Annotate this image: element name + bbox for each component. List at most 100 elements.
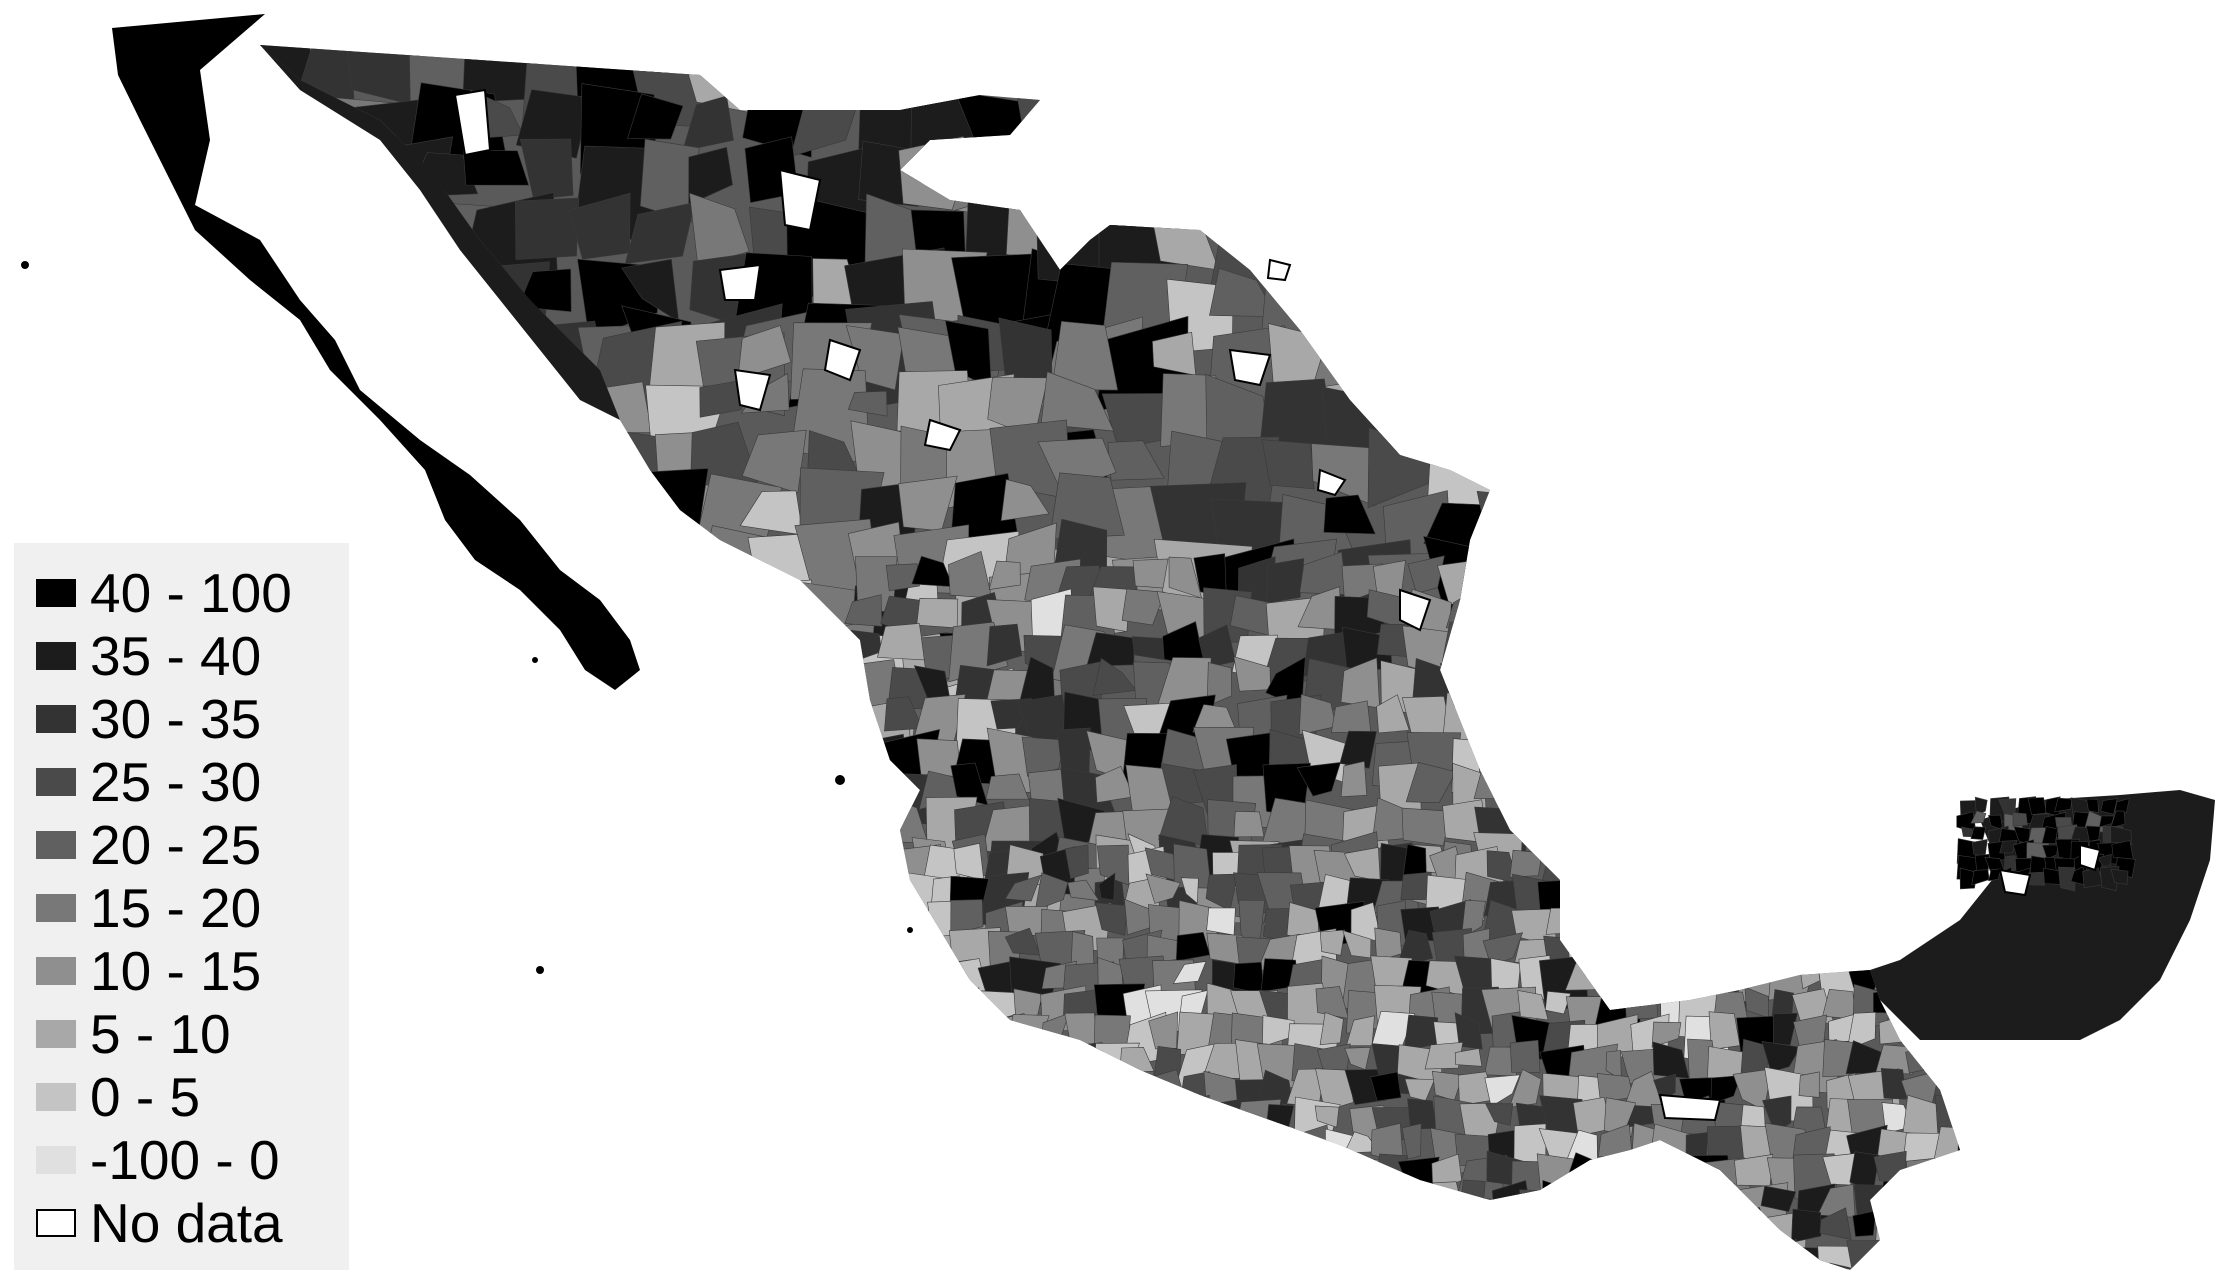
municipality-cell xyxy=(1004,874,1042,902)
municipality-cell xyxy=(1762,1095,1792,1134)
municipality-cell xyxy=(1797,875,1822,907)
municipality-cell xyxy=(1472,623,1527,682)
municipality-cell xyxy=(1313,1152,1356,1198)
municipality-cell xyxy=(1145,873,1181,904)
municipality-cell xyxy=(1320,1238,1357,1270)
municipality-cell xyxy=(1366,270,1427,316)
municipality-cell xyxy=(1476,490,1582,579)
municipality-cell xyxy=(1627,1153,1664,1194)
municipality-cell xyxy=(893,1182,928,1215)
municipality-cell xyxy=(1739,929,1781,969)
municipality-cell xyxy=(903,1071,932,1109)
municipality-cell xyxy=(1480,542,1555,602)
municipality-cell xyxy=(1932,1235,1960,1270)
legend-item: -100 - 0 xyxy=(36,1130,280,1190)
municipality-cell xyxy=(650,620,732,709)
municipality-cell xyxy=(928,1181,958,1220)
municipality-cell xyxy=(1262,1127,1299,1157)
municipality-cell xyxy=(1098,872,1116,901)
municipality-cell xyxy=(953,1074,996,1114)
municipality-cell xyxy=(951,153,1018,212)
municipality-cell xyxy=(1319,929,1346,956)
municipality-cell xyxy=(1852,1210,1877,1237)
municipality-cell xyxy=(1407,555,1445,594)
municipality-cell xyxy=(1905,1048,1936,1074)
municipality-cell xyxy=(1067,879,1100,902)
municipality-cell xyxy=(1235,1152,1271,1189)
municipality-cell xyxy=(1875,901,1924,947)
municipality-cell xyxy=(1682,1186,1725,1223)
municipality-cell xyxy=(922,1160,958,1186)
municipality-cell xyxy=(1710,1238,1760,1270)
municipality-cell xyxy=(1485,1103,1514,1126)
municipality-cell xyxy=(1625,1105,1656,1128)
municipality-cell xyxy=(2041,826,2058,844)
municipality-cell xyxy=(1478,729,1521,776)
municipality-cell xyxy=(1509,849,1543,878)
baja-california-peninsula xyxy=(112,14,640,690)
municipality-regions xyxy=(260,45,1960,1280)
legend-item: 30 - 35 xyxy=(36,689,261,749)
municipality-cell xyxy=(1596,960,1624,985)
municipality-cell xyxy=(1601,935,1639,974)
municipality-cell xyxy=(709,670,756,719)
legend-label: 5 - 10 xyxy=(90,1002,231,1065)
municipality-cell xyxy=(1846,1011,1877,1051)
legend-label: 40 - 100 xyxy=(90,561,292,624)
municipality-cell xyxy=(2058,866,2076,892)
municipality-cell xyxy=(1294,1211,1329,1245)
municipality-cell xyxy=(1543,1242,1580,1270)
legend-item: 20 - 25 xyxy=(36,815,261,875)
municipality-cell xyxy=(1971,869,1990,886)
sonora-region xyxy=(260,45,620,420)
municipality-cell xyxy=(900,1011,929,1049)
municipality-cell xyxy=(1710,1075,1742,1105)
municipality-cell xyxy=(899,985,940,1035)
municipality-cell xyxy=(1006,136,1107,216)
municipality-cell xyxy=(1766,1270,1806,1280)
municipality-cell xyxy=(1127,1155,1159,1192)
municipality-cell xyxy=(921,984,978,1034)
municipality-cell xyxy=(2042,844,2059,860)
municipality-cell xyxy=(885,563,920,592)
municipality-cell xyxy=(1823,1262,1854,1270)
municipality-cell xyxy=(1404,1014,1439,1050)
municipality-cell xyxy=(1401,1262,1451,1270)
municipality-cell xyxy=(1957,1127,1960,1159)
legend-swatch xyxy=(36,1083,76,1111)
municipality-cell xyxy=(2110,868,2129,885)
municipality-cell xyxy=(1478,555,1535,611)
municipality-cell xyxy=(986,1186,1021,1229)
municipality-cell xyxy=(1453,1210,1490,1244)
municipality-cell xyxy=(1178,1151,1212,1190)
municipality-cell xyxy=(1971,839,1988,857)
municipality-cell xyxy=(1013,1236,1040,1262)
municipality-cell xyxy=(1036,1217,1078,1249)
municipality-cell xyxy=(1068,1126,1105,1156)
municipality-cell xyxy=(1319,1012,1344,1046)
municipality-cell xyxy=(1095,1237,1135,1270)
municipality-cell xyxy=(1706,905,1742,930)
municipality-cell xyxy=(1062,93,1138,166)
municipality-cell xyxy=(899,1152,944,1198)
municipality-cell xyxy=(1957,1038,1960,1093)
municipality-cell xyxy=(897,1211,943,1251)
municipality-cell xyxy=(1064,138,1147,227)
municipality-cell xyxy=(1800,1273,1838,1280)
municipality-cell xyxy=(1205,1151,1241,1190)
municipality-cell xyxy=(1377,1263,1427,1270)
municipality-cell xyxy=(1480,1236,1525,1270)
municipality-cell xyxy=(1593,845,1649,898)
municipality-cell xyxy=(2110,810,2126,829)
municipality-cell xyxy=(1038,1071,1091,1122)
municipality-cell xyxy=(1125,1187,1159,1225)
municipality-cell xyxy=(1347,1157,1389,1196)
municipality-cell xyxy=(983,1264,1025,1270)
municipality-cell xyxy=(877,623,926,661)
municipality-cell xyxy=(1101,1158,1141,1199)
municipality-cell xyxy=(1900,847,1936,880)
municipality-cell xyxy=(949,987,980,1018)
municipality-cell xyxy=(895,931,926,957)
municipality-cell xyxy=(1629,1235,1663,1270)
municipality-cell xyxy=(1623,1184,1659,1217)
